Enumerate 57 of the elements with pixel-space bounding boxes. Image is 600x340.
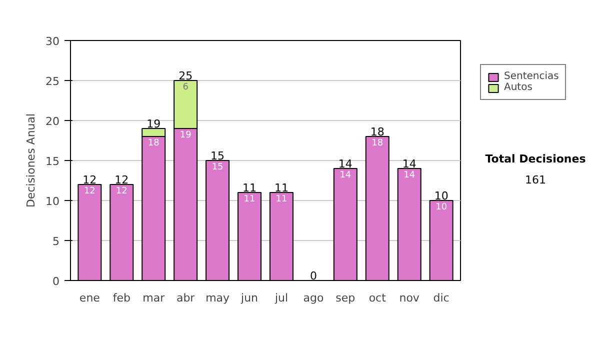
bar — [110, 184, 134, 280]
y-axis-title: Decisiones Anual — [24, 113, 38, 208]
total-label: 12 — [114, 174, 129, 186]
data-label: 10 — [436, 202, 448, 212]
x-tick-label: ene — [79, 292, 100, 304]
text: Total Decisiones — [485, 152, 586, 166]
data-label: 11 — [276, 194, 288, 204]
x-tick-label: sep — [336, 292, 356, 304]
y-tick-label: 10 — [46, 195, 60, 208]
total-label: 19 — [146, 118, 161, 130]
x-tick-label: jun — [240, 292, 258, 304]
data-label: 11 — [244, 194, 256, 204]
data-label: 14 — [404, 170, 416, 180]
y-tick-label: 25 — [46, 75, 60, 88]
data-label: 15 — [212, 162, 224, 172]
legend-label: Sentencias — [504, 71, 559, 82]
data-label: 18 — [372, 138, 384, 148]
bar — [206, 160, 230, 280]
y-tick-label: 15 — [46, 155, 60, 168]
data-label: 19 — [180, 130, 192, 140]
total-label: 0 — [310, 270, 317, 282]
x-tick-label: oct — [368, 292, 387, 304]
bar — [333, 168, 358, 280]
bar — [365, 136, 390, 280]
bar — [269, 192, 294, 280]
bar — [78, 184, 102, 280]
x-tick-label: dic — [433, 292, 450, 304]
data-label: 12 — [116, 186, 128, 196]
total-label: 18 — [370, 126, 384, 138]
data-label: 18 — [148, 138, 160, 148]
bar — [397, 168, 422, 280]
y-tick-label: 5 — [52, 235, 60, 248]
total-label: 15 — [210, 150, 225, 162]
x-tick-label: ago — [303, 292, 324, 304]
total-label: 11 — [274, 182, 288, 194]
data-label: 6 — [182, 82, 189, 92]
total-label: 14 — [402, 158, 416, 170]
y-tick-label: 0 — [52, 275, 60, 288]
x-tick-label: jul — [274, 292, 288, 304]
x-tick-label: nov — [399, 292, 420, 304]
x-tick-label: feb — [112, 292, 130, 304]
x-tick-label: abr — [176, 292, 196, 304]
y-tick-label: 20 — [46, 115, 60, 128]
bar — [238, 192, 262, 280]
x-tick-label: may — [206, 292, 230, 304]
total-label: 12 — [82, 174, 97, 186]
text: 161 — [525, 174, 546, 186]
total-label: 25 — [178, 70, 193, 82]
legend-label: Autos — [504, 82, 532, 93]
bar — [429, 200, 454, 280]
total-label: 14 — [338, 158, 352, 170]
data-label: 14 — [340, 170, 352, 180]
x-tick-label: mar — [142, 292, 166, 304]
y-tick-label: 30 — [46, 35, 60, 48]
total-label: 11 — [242, 182, 257, 194]
total-label: 10 — [434, 190, 448, 202]
data-label: 12 — [84, 186, 96, 196]
